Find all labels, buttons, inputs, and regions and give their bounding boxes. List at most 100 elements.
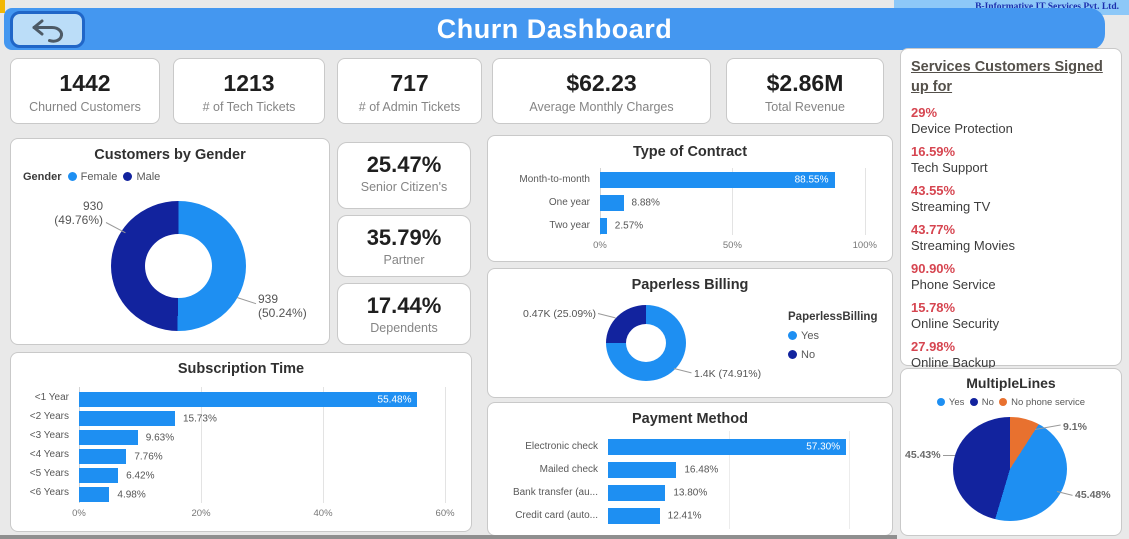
- service-item[interactable]: 16.59% Tech Support: [911, 144, 988, 176]
- legend-item-no-phone-service[interactable]: No phone service: [999, 397, 1085, 408]
- legend-item-no[interactable]: No: [969, 397, 994, 408]
- bar[interactable]: 88.55%: [600, 172, 835, 188]
- bar[interactable]: 15.73%: [79, 411, 217, 426]
- kpi-value: 717: [390, 70, 429, 96]
- female-callout: 939 (50.24%): [258, 292, 307, 320]
- kpi-value: 1213: [223, 70, 275, 96]
- kpi-card-senior-citizens[interactable]: 25.47% Senior Citizen's: [337, 142, 471, 209]
- bar[interactable]: 8.88%: [600, 195, 660, 211]
- service-item[interactable]: 90.90% Phone Service: [911, 261, 996, 293]
- bar[interactable]: 6.42%: [79, 468, 155, 483]
- x-tick: 20%: [191, 508, 211, 519]
- value-label: 12.41%: [667, 510, 702, 522]
- bar[interactable]: 13.80%: [608, 485, 707, 501]
- legend-item-yes[interactable]: Yes: [788, 330, 877, 342]
- chart-type-of-contract[interactable]: Type of Contract Month-to-month 88.55% O…: [487, 135, 893, 262]
- kpi-card-tech-tickets[interactable]: 1213 # of Tech Tickets: [173, 58, 325, 124]
- x-tick: 100%: [852, 240, 877, 251]
- value-label: 13.80%: [673, 487, 708, 499]
- kpi-label: Average Monthly Charges: [529, 100, 674, 114]
- category-label: <1 Year: [34, 392, 69, 403]
- bar[interactable]: 55.48%: [79, 392, 418, 407]
- x-tick: 0%: [72, 508, 86, 519]
- bar[interactable]: 9.63%: [79, 430, 174, 445]
- no-dot-icon: [969, 398, 978, 406]
- bar[interactable]: 12.41%: [608, 508, 702, 524]
- legend-item-male[interactable]: Male: [123, 171, 160, 183]
- gridline: [323, 387, 325, 503]
- chart-multiple-lines[interactable]: MultipleLines Yes No No phone service 9.…: [900, 368, 1122, 536]
- kpi-label: Partner: [383, 253, 425, 267]
- category-label: <5 Years: [29, 468, 69, 479]
- plot-area: <1 Year 55.48% <2 Years 15.73% <3 Years …: [30, 387, 455, 519]
- legend-item-no[interactable]: No: [788, 349, 877, 361]
- service-item[interactable]: 15.78% Online Security: [911, 300, 1000, 332]
- legend-item-yes[interactable]: Yes: [936, 397, 964, 408]
- kpi-label: Dependents: [370, 321, 438, 335]
- service-item[interactable]: 43.77% Streaming Movies: [911, 222, 1016, 254]
- value-label: 55.48%: [377, 394, 412, 405]
- chart-subscription-time[interactable]: Subscription Time <1 Year 55.48% <2 Year…: [10, 352, 472, 532]
- category-label: Bank transfer (au...: [512, 487, 598, 498]
- window-bottom-edge: [0, 535, 897, 539]
- chart-title: Paperless Billing: [631, 277, 749, 293]
- callout-line: [236, 297, 257, 305]
- no-phone-service-dot-icon: [999, 398, 1008, 406]
- kpi-label: Senior Citizen's: [360, 180, 448, 194]
- value-label: 4.98%: [117, 489, 146, 500]
- kpi-card-dependents[interactable]: 17.44% Dependents: [337, 283, 471, 345]
- paperless-donut[interactable]: [606, 305, 686, 381]
- chart-payment-method[interactable]: Payment Method Electronic check 57.30% M…: [487, 402, 893, 536]
- category-label: Two year: [549, 220, 590, 231]
- gridline: [864, 168, 866, 235]
- chart-customers-by-gender[interactable]: Customers by Gender Gender Female Male 9…: [10, 138, 330, 345]
- value-label: 7.76%: [134, 451, 163, 462]
- yes-dot-icon: [788, 331, 797, 340]
- kpi-card-avg-monthly-charges[interactable]: $62.23 Average Monthly Charges: [492, 58, 711, 124]
- gridline: [728, 431, 730, 529]
- header-bar: Churn Dashboard: [4, 8, 1105, 50]
- kpi-label: # of Admin Tickets: [358, 100, 461, 114]
- kpi-label: Churned Customers: [29, 100, 141, 114]
- bar[interactable]: 2.57%: [600, 218, 643, 234]
- chart-paperless-billing[interactable]: Paperless Billing 0.47K (25.09%) 1.4K (7…: [487, 268, 893, 398]
- multiplelines-pie[interactable]: [953, 417, 1067, 521]
- service-item[interactable]: 43.55% Streaming TV: [911, 183, 991, 215]
- value-label: 9.63%: [145, 432, 175, 443]
- x-tick: 50%: [722, 240, 742, 251]
- kpi-value: $62.23: [566, 70, 637, 96]
- callout-line: [673, 368, 692, 374]
- male-callout: 930 (49.76%): [54, 199, 103, 227]
- callout-line: [597, 313, 616, 319]
- donut-hole: [626, 324, 666, 362]
- male-dot-icon: [123, 172, 133, 181]
- service-item[interactable]: 27.98% Online Backup: [911, 339, 996, 371]
- value-label: 16.48%: [684, 464, 719, 476]
- bar[interactable]: 4.98%: [79, 487, 146, 502]
- chart-title: MultipleLines: [966, 375, 1056, 391]
- service-item[interactable]: 29% Device Protection: [911, 105, 1013, 137]
- category-label: Credit card (auto...: [515, 510, 598, 521]
- window-edge-accent: [0, 0, 5, 13]
- page-title: Churn Dashboard: [436, 14, 673, 44]
- plot-area: Electronic check 57.30% Mailed check 16.…: [513, 431, 854, 529]
- category-label: <6 Years: [29, 487, 69, 498]
- category-label: Mailed check: [539, 464, 598, 475]
- kpi-label: Total Revenue: [765, 100, 845, 114]
- category-label: <4 Years: [29, 449, 69, 460]
- yes-callout: 1.4K (74.91%): [694, 368, 762, 380]
- bar[interactable]: 16.48%: [608, 462, 718, 478]
- back-button[interactable]: [10, 11, 85, 48]
- kpi-card-admin-tickets[interactable]: 717 # of Admin Tickets: [337, 58, 482, 124]
- bar[interactable]: 7.76%: [79, 449, 163, 464]
- legend-item-female[interactable]: Female: [67, 171, 117, 183]
- services-signed-up-panel[interactable]: Services Customers Signed up for 29% Devi…: [900, 48, 1122, 370]
- chart-title: Payment Method: [631, 411, 748, 427]
- kpi-card-total-revenue[interactable]: $2.86M Total Revenue: [726, 58, 884, 124]
- kpi-card-churned-customers[interactable]: 1442 Churned Customers: [10, 58, 160, 124]
- no-phone-service-callout: 9.1%: [1063, 421, 1087, 433]
- bar[interactable]: 57.30%: [608, 439, 847, 455]
- gender-donut[interactable]: [111, 201, 246, 331]
- kpi-card-partner[interactable]: 35.79% Partner: [337, 215, 471, 277]
